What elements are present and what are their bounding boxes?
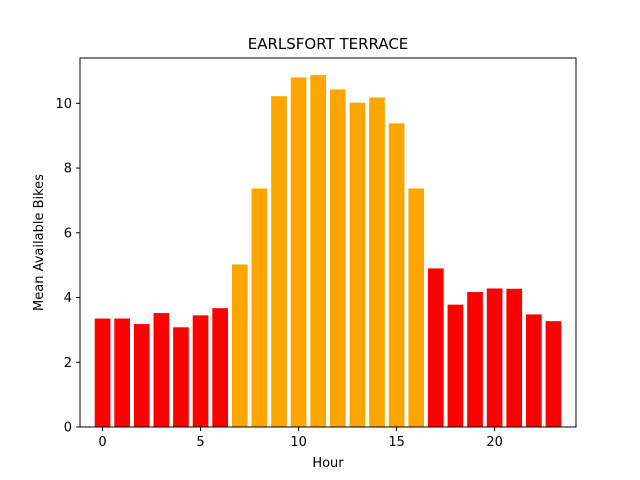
- bar-hour-10: [290, 77, 307, 427]
- bars-group: [94, 75, 562, 428]
- bar-hour-14: [369, 97, 385, 427]
- plot-frame: [79, 57, 577, 428]
- y-tick-label: 6: [64, 226, 72, 241]
- bar-hour-3: [153, 313, 170, 427]
- bar-hour-6: [212, 308, 229, 427]
- y-tick-label: 10: [55, 97, 72, 112]
- bar-hour-15: [388, 123, 405, 427]
- bar-hour-5: [192, 315, 209, 427]
- bar-hour-19: [467, 292, 483, 427]
- bar-hour-17: [427, 268, 444, 427]
- bar-hour-21: [506, 288, 523, 427]
- x-tick-label: 10: [290, 435, 307, 450]
- bar-hour-4: [173, 327, 189, 427]
- bar-hour-1: [114, 318, 130, 427]
- bar-hour-18: [447, 304, 464, 427]
- y-axis-label: Mean Available Bikes: [32, 174, 47, 311]
- chart-title: EARLSFORT TERRACE: [248, 35, 409, 53]
- bar-hour-11: [310, 75, 327, 427]
- y-tick-label: 8: [64, 162, 72, 177]
- bar-hour-12: [329, 89, 346, 427]
- bar-hour-9: [271, 96, 287, 428]
- x-axis-label: Hour: [312, 456, 344, 471]
- x-tick-label: 20: [486, 435, 503, 450]
- x-tick-label: 15: [388, 435, 405, 450]
- bar-hour-2: [133, 324, 150, 427]
- x-tick-label: 5: [196, 435, 204, 450]
- bar-hour-7: [231, 264, 248, 427]
- bar-hour-13: [349, 102, 366, 427]
- y-axis: 0 2 4 6 8 10: [55, 97, 80, 436]
- y-tick-label: 4: [64, 291, 72, 306]
- bar-hour-23: [545, 321, 562, 427]
- x-axis: 0 5 10 15 20: [98, 427, 503, 450]
- bar-hour-22: [526, 314, 542, 427]
- bar-hour-16: [408, 188, 425, 427]
- y-tick-label: 2: [64, 356, 72, 371]
- x-tick-label: 0: [98, 435, 106, 450]
- bar-hour-8: [251, 188, 268, 427]
- bar-hour-20: [486, 288, 503, 427]
- bar-hour-0: [94, 318, 111, 427]
- y-tick-label: 0: [64, 421, 72, 436]
